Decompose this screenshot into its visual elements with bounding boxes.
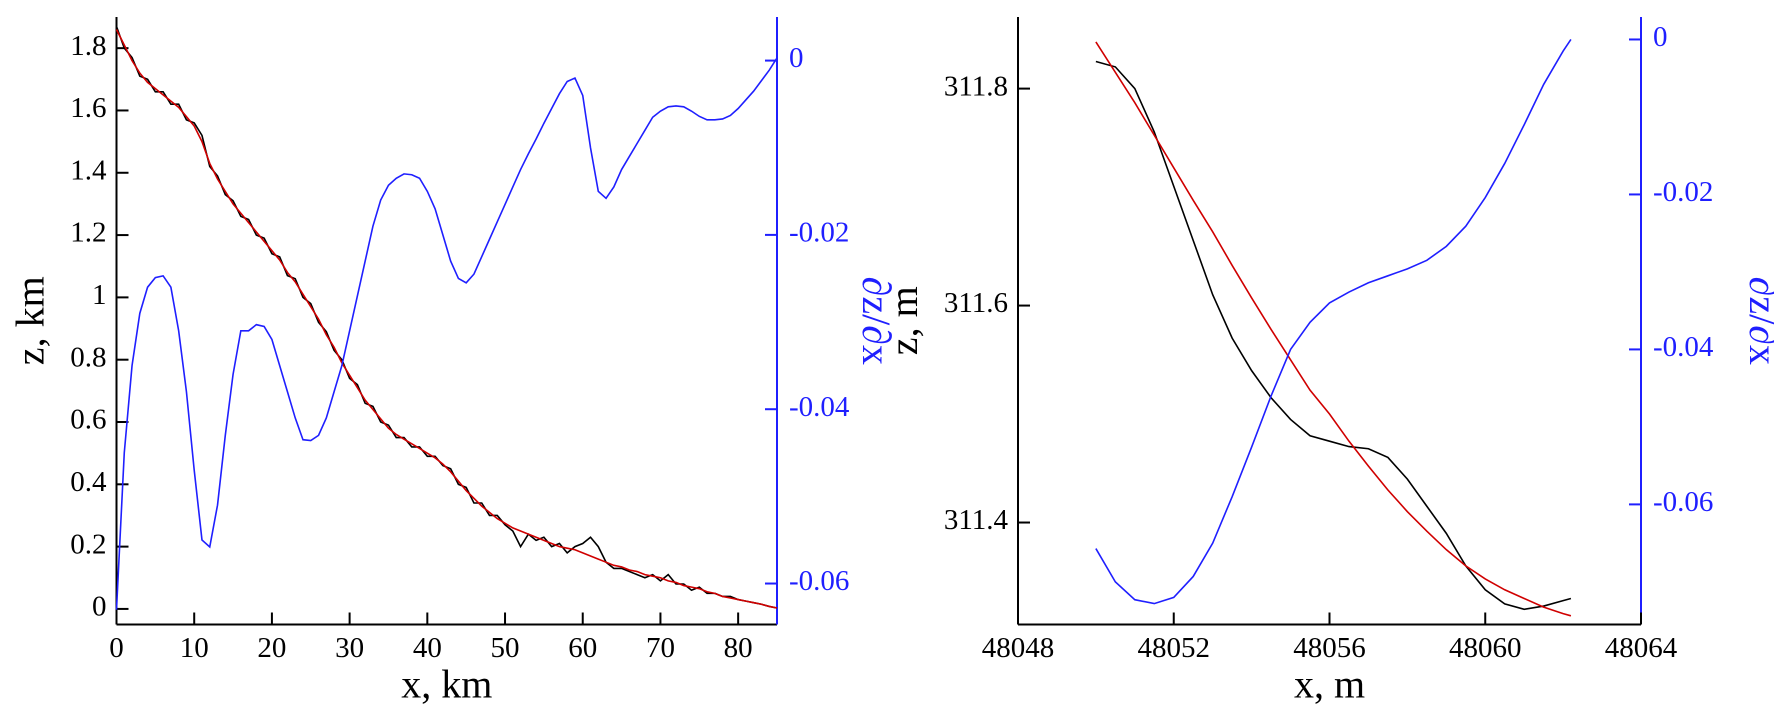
y-axis-title: z, m [881, 286, 926, 355]
x-axis-title: x, m [1294, 662, 1365, 707]
x-tick-label: 40 [413, 632, 442, 664]
series-line [115, 26, 778, 609]
y-tick-label: 0.4 [70, 466, 107, 498]
x-tick-label: 48056 [1293, 632, 1366, 664]
y2-axis-title: ∂z/∂x [1741, 277, 1774, 365]
y2-tick-label: -0.06 [1653, 486, 1713, 518]
series-line [115, 57, 778, 610]
y-tick-label: 1.6 [70, 92, 106, 124]
y-axis-title: z, km [8, 276, 53, 365]
x-tick-label: 0 [109, 632, 124, 664]
y-tick-label: 0 [92, 591, 107, 623]
y-tick-label: 1.8 [70, 30, 106, 62]
series-line [1095, 60, 1572, 611]
x-tick-label: 48064 [1605, 632, 1678, 664]
x-tick-label: 80 [724, 632, 753, 664]
y-tick-label: 311.6 [944, 287, 1008, 319]
y-tick-label: 1 [92, 279, 107, 311]
y2-tick-label: -0.02 [1653, 176, 1713, 208]
y-tick-label: 1.2 [70, 217, 106, 249]
series-line [1095, 39, 1572, 605]
y2-tick-label: -0.06 [789, 565, 849, 597]
x-axis-title: x, km [401, 662, 492, 707]
x-tick-label: 10 [180, 632, 209, 664]
y2-tick-label: 0 [789, 42, 804, 74]
x-tick-label: 48052 [1138, 632, 1211, 664]
y-tick-label: 0.2 [70, 528, 106, 560]
y-tick-label: 1.4 [70, 154, 107, 186]
y2-tick-label: 0 [1653, 21, 1668, 53]
y-tick-label: 311.4 [944, 504, 1009, 536]
x-tick-label: 48048 [982, 632, 1055, 664]
series-line [1095, 41, 1572, 617]
y-tick-label: 0.8 [70, 341, 106, 373]
x-tick-label: 50 [491, 632, 520, 664]
y2-tick-label: -0.04 [789, 391, 850, 423]
x-tick-label: 48060 [1449, 632, 1522, 664]
x-tick-label: 60 [568, 632, 597, 664]
y-tick-label: 311.8 [944, 70, 1008, 102]
y2-axis-title: ∂z/∂x [854, 277, 899, 365]
series-line [115, 29, 778, 609]
y-tick-label: 0.6 [70, 404, 106, 436]
x-tick-label: 70 [646, 632, 675, 664]
x-tick-label: 20 [257, 632, 286, 664]
y2-tick-label: -0.02 [789, 217, 849, 249]
x-tick-label: 30 [335, 632, 364, 664]
y2-tick-label: -0.04 [1653, 331, 1714, 363]
